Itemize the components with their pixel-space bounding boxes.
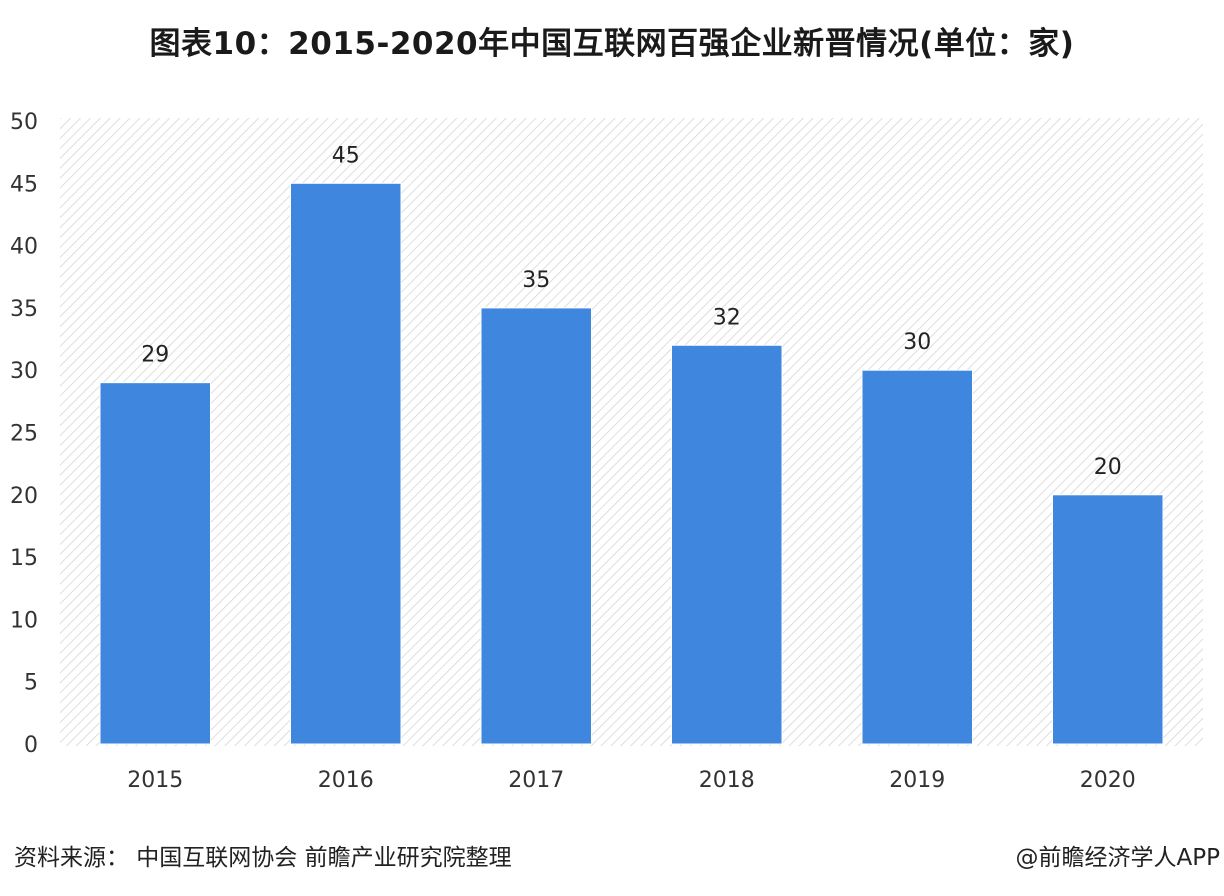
bar-2017: [480, 307, 592, 745]
x-tick-label: 2020: [1080, 768, 1136, 793]
data-label: 45: [332, 143, 360, 168]
y-tick-label: 10: [10, 608, 38, 633]
credit-note: @前瞻经济学人APP: [1015, 845, 1220, 871]
bar-2020: [1052, 494, 1164, 745]
data-label: 35: [522, 268, 550, 293]
data-label: 29: [141, 343, 169, 368]
x-tick-label: 2015: [127, 768, 183, 793]
bar-2019: [861, 369, 973, 745]
y-tick-label: 20: [10, 484, 38, 509]
source-note: 资料来源： 中国互联网协会 前瞻产业研究院整理: [14, 845, 512, 871]
x-tick-label: 2019: [889, 768, 945, 793]
x-tick-label: 2017: [508, 768, 564, 793]
y-tick-label: 50: [10, 110, 38, 135]
y-tick-label: 25: [10, 422, 38, 447]
y-tick-label: 0: [24, 733, 38, 758]
x-tick-label: 2018: [699, 768, 755, 793]
bar-2015: [99, 382, 211, 745]
y-tick-label: 35: [10, 297, 38, 322]
data-label: 30: [903, 330, 931, 355]
y-tick-label: 45: [10, 172, 38, 197]
bar-2018: [671, 344, 783, 745]
x-tick-label: 2016: [318, 768, 374, 793]
y-tick-label: 5: [24, 671, 38, 696]
y-tick-label: 15: [10, 546, 38, 571]
data-label: 20: [1094, 455, 1122, 480]
y-axis: 0 5 10 15 20 25 30 35 40 45 50: [10, 110, 38, 758]
chart-title: 图表10：2015-2020年中国互联网百强企业新晋情况(单位：家): [149, 26, 1075, 62]
y-tick-label: 40: [10, 235, 38, 260]
plot-area-background: [60, 118, 1203, 746]
data-label: 32: [713, 305, 741, 330]
x-axis: 2015 2016 2017 2018 2019 2020: [127, 768, 1136, 793]
bars-group: 29 45 35 32 30 20: [99, 143, 1164, 745]
y-tick-label: 30: [10, 359, 38, 384]
bar-2016: [290, 182, 402, 745]
